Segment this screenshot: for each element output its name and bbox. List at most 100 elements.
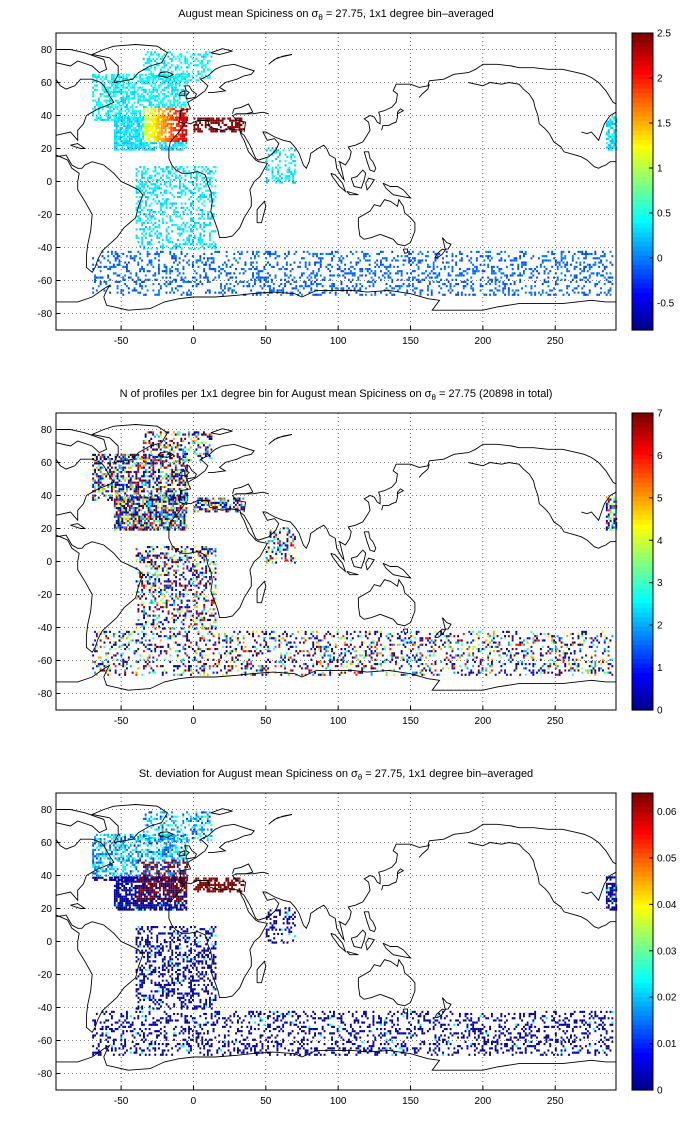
data-cell bbox=[183, 509, 186, 512]
data-cell bbox=[340, 287, 343, 290]
data-cell bbox=[99, 485, 102, 489]
data-cell bbox=[603, 291, 606, 294]
data-cell bbox=[115, 496, 118, 499]
data-cell bbox=[141, 172, 144, 175]
data-cell bbox=[146, 479, 149, 482]
data-cell bbox=[113, 526, 116, 529]
data-cell bbox=[348, 287, 350, 290]
data-cell bbox=[285, 261, 288, 264]
data-cell bbox=[157, 446, 160, 449]
data-cell bbox=[152, 72, 155, 75]
data-cell bbox=[158, 95, 160, 98]
data-cell bbox=[99, 462, 102, 465]
data-cell bbox=[174, 118, 177, 121]
data-cell bbox=[112, 93, 115, 96]
data-cell bbox=[602, 263, 604, 266]
data-cell bbox=[176, 110, 179, 113]
data-cell bbox=[160, 517, 163, 520]
data-cell bbox=[316, 272, 318, 275]
data-cell bbox=[267, 293, 269, 296]
data-cell bbox=[460, 252, 463, 256]
data-cell bbox=[331, 265, 333, 268]
data-cell bbox=[492, 291, 495, 294]
data-cell bbox=[331, 257, 333, 260]
data-cell bbox=[443, 265, 446, 268]
data-cell bbox=[466, 255, 469, 258]
data-cell bbox=[588, 280, 591, 283]
data-cell bbox=[109, 453, 111, 456]
colorbar-tick-label: 2 bbox=[657, 74, 663, 85]
data-cell bbox=[127, 287, 130, 290]
data-cell bbox=[128, 135, 131, 138]
data-cell bbox=[147, 500, 150, 503]
data-cell bbox=[193, 452, 196, 455]
data-cell bbox=[172, 504, 175, 508]
colorbar-step bbox=[632, 325, 653, 331]
data-cell bbox=[521, 250, 523, 253]
data-cell bbox=[117, 496, 120, 499]
data-cell bbox=[148, 57, 151, 60]
data-cell bbox=[163, 283, 166, 286]
data-cell bbox=[141, 243, 144, 246]
data-cell bbox=[203, 276, 206, 279]
data-cell bbox=[192, 181, 194, 184]
data-cell bbox=[504, 287, 506, 290]
data-cell bbox=[159, 127, 161, 130]
data-cell bbox=[160, 116, 163, 119]
data-cell bbox=[156, 193, 159, 197]
data-cell bbox=[178, 68, 181, 71]
data-cell bbox=[92, 464, 95, 467]
data-cell bbox=[115, 515, 118, 518]
data-cell bbox=[159, 485, 162, 489]
data-cell bbox=[513, 259, 516, 262]
data-cell bbox=[199, 238, 202, 242]
data-cell bbox=[152, 95, 155, 98]
data-cell bbox=[122, 78, 125, 81]
colorbar-step bbox=[632, 135, 653, 141]
data-cell bbox=[167, 444, 170, 447]
data-cell bbox=[152, 108, 155, 111]
data-cell bbox=[184, 459, 187, 462]
data-cell bbox=[240, 268, 243, 271]
data-cell bbox=[193, 247, 196, 250]
data-cell bbox=[186, 57, 188, 60]
data-cell bbox=[150, 72, 153, 75]
data-cell bbox=[602, 255, 604, 258]
data-cell bbox=[125, 522, 128, 525]
data-cell bbox=[165, 230, 168, 233]
data-cell bbox=[186, 221, 189, 224]
data-cell bbox=[244, 263, 247, 266]
data-cell bbox=[191, 77, 194, 80]
data-cell bbox=[579, 263, 582, 266]
data-cell bbox=[161, 178, 164, 182]
data-cell bbox=[150, 243, 153, 246]
data-cell bbox=[231, 291, 234, 294]
data-cell bbox=[205, 178, 208, 182]
data-cell bbox=[133, 462, 136, 465]
data-cell bbox=[101, 86, 104, 89]
data-cell bbox=[94, 88, 96, 91]
data-cell bbox=[166, 511, 169, 514]
data-cell bbox=[193, 450, 196, 453]
data-cell bbox=[113, 139, 116, 143]
data-cell bbox=[150, 116, 153, 119]
data-cell bbox=[163, 191, 166, 194]
data-cell bbox=[105, 458, 108, 461]
data-cell bbox=[121, 522, 124, 525]
data-cell bbox=[159, 496, 161, 499]
data-cell bbox=[169, 57, 172, 60]
data-cell bbox=[351, 274, 354, 277]
data-cell bbox=[160, 498, 163, 501]
data-cell bbox=[135, 185, 138, 188]
data-cell bbox=[174, 479, 177, 482]
data-cell bbox=[206, 448, 209, 451]
data-cell bbox=[174, 280, 177, 283]
data-cell bbox=[209, 211, 211, 214]
data-cell bbox=[323, 291, 326, 294]
coastline bbox=[168, 120, 268, 239]
data-cell bbox=[154, 108, 157, 111]
data-cell bbox=[129, 453, 132, 456]
data-cell bbox=[154, 166, 157, 169]
data-cell bbox=[169, 114, 172, 117]
data-cell bbox=[183, 513, 186, 516]
